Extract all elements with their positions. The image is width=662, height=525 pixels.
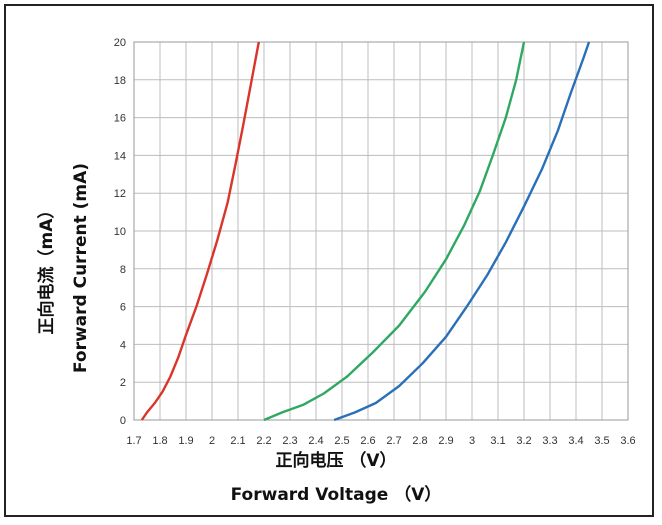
y-axis-title-en: Forward Current (mA) [71,163,91,373]
x-tick-label: 1.8 [152,435,167,447]
x-tick-label: 2.2 [256,435,271,447]
chart-svg: 0 2 4 6 8 10 12 14 16 18 20 1.7 1.8 1.9 2 2.1 2.2 2.3 2.4… [36,37,636,505]
grid [133,41,629,421]
x-tick-label: 2 [209,435,215,447]
plot-border [133,41,629,421]
x-tick-label: 3.5 [594,435,609,447]
y-tick-label: 14 [114,150,126,162]
x-tick-label: 3.1 [490,435,505,447]
x-tick-label: 2.9 [438,435,453,447]
x-axis-title-en: Forward Voltage （V） [231,484,442,505]
x-tick-label: 2.7 [386,435,401,447]
x-tick-label: 3.4 [568,435,583,447]
y-tick-label: 16 [114,113,126,125]
x-tick-label: 2.5 [334,435,349,447]
y-tick-label: 12 [114,188,126,200]
x-tick-label: 2.6 [360,435,375,447]
x-tick-label: 3 [469,435,475,447]
y-tick-label: 0 [120,415,126,427]
x-tick-label: 2.8 [412,435,427,447]
x-tick-label: 2.3 [282,435,297,447]
x-axis-title-cn: 正向电压 （V） [275,450,396,471]
y-tick-label: 4 [120,339,126,351]
x-tick-label: 3.2 [516,435,531,447]
x-tick-label: 3.3 [542,435,557,447]
x-tick-label: 2.4 [308,435,323,447]
y-tick-labels: 0 2 4 6 8 10 12 14 16 18 20 [114,37,126,427]
x-tick-label: 1.7 [126,435,141,447]
x-tick-labels: 1.7 1.8 1.9 2 2.1 2.2 2.3 2.4 2.5 2.6 2.7 2.8 2.9 3 3.… [126,435,635,447]
y-tick-label: 8 [120,264,126,276]
x-tick-label: 3.6 [620,435,635,447]
chart-frame: 0 2 4 6 8 10 12 14 16 18 20 1.7 1.8 1.9 2 2.1 2.2 2.3 2.4… [4,4,654,517]
x-tick-label: 2.1 [230,435,245,447]
series-line-2 [263,41,526,422]
series-line-3 [333,41,591,422]
y-tick-label: 18 [114,75,126,87]
y-tick-label: 10 [114,226,126,238]
y-axis-title-cn: 正向电流（mA） [36,202,57,335]
y-tick-label: 20 [114,37,126,49]
y-tick-label: 2 [120,377,126,389]
y-tick-label: 6 [120,302,126,314]
x-tick-label: 1.9 [178,435,193,447]
series-lines [140,41,591,422]
series-line-1 [140,41,260,421]
